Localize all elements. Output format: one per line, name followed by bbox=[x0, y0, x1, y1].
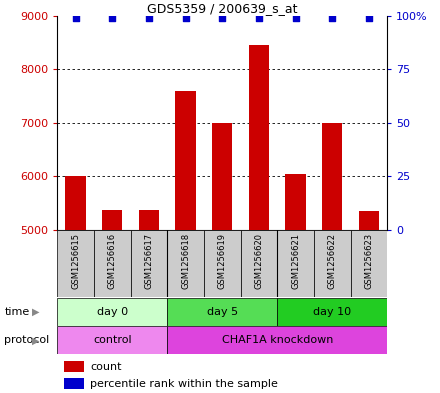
Point bbox=[182, 15, 189, 21]
Bar bbox=[277, 230, 314, 297]
Bar bbox=[57, 298, 167, 326]
Text: day 0: day 0 bbox=[97, 307, 128, 317]
Bar bbox=[204, 230, 241, 297]
Text: GSM1256616: GSM1256616 bbox=[108, 233, 117, 289]
Text: GSM1256615: GSM1256615 bbox=[71, 233, 80, 289]
Text: time: time bbox=[4, 307, 29, 317]
Bar bbox=[57, 326, 167, 354]
Bar bbox=[249, 45, 269, 230]
Text: GSM1256620: GSM1256620 bbox=[254, 233, 264, 289]
Bar bbox=[102, 209, 122, 230]
Text: GSM1256621: GSM1256621 bbox=[291, 233, 300, 289]
Point bbox=[329, 15, 336, 21]
Text: GSM1256618: GSM1256618 bbox=[181, 233, 190, 289]
Point bbox=[145, 15, 152, 21]
Bar bbox=[167, 326, 387, 354]
Text: GSM1256623: GSM1256623 bbox=[364, 233, 374, 289]
Bar bbox=[57, 230, 94, 297]
Bar bbox=[167, 230, 204, 297]
Text: ▶: ▶ bbox=[32, 307, 39, 317]
Bar bbox=[94, 230, 131, 297]
Bar bbox=[167, 298, 277, 326]
Bar bbox=[359, 211, 379, 230]
Bar bbox=[66, 176, 86, 230]
Bar bbox=[64, 378, 84, 389]
Point bbox=[292, 15, 299, 21]
Text: GSM1256617: GSM1256617 bbox=[144, 233, 154, 289]
Bar bbox=[286, 174, 306, 230]
Bar bbox=[139, 209, 159, 230]
Bar bbox=[277, 298, 387, 326]
Bar bbox=[314, 230, 351, 297]
Text: GSM1256619: GSM1256619 bbox=[218, 233, 227, 289]
Bar bbox=[131, 230, 167, 297]
Text: control: control bbox=[93, 335, 132, 345]
Text: ▶: ▶ bbox=[32, 335, 39, 345]
Text: day 5: day 5 bbox=[207, 307, 238, 317]
Text: day 10: day 10 bbox=[313, 307, 351, 317]
Text: percentile rank within the sample: percentile rank within the sample bbox=[90, 379, 278, 389]
Point bbox=[219, 15, 226, 21]
Bar bbox=[241, 230, 277, 297]
Text: protocol: protocol bbox=[4, 335, 50, 345]
Bar bbox=[176, 91, 196, 230]
Text: GSM1256622: GSM1256622 bbox=[328, 233, 337, 289]
Point bbox=[365, 15, 372, 21]
Bar bbox=[64, 361, 84, 373]
Point bbox=[72, 15, 79, 21]
Text: count: count bbox=[90, 362, 122, 372]
Bar bbox=[322, 123, 342, 230]
Title: GDS5359 / 200639_s_at: GDS5359 / 200639_s_at bbox=[147, 2, 297, 15]
Point bbox=[109, 15, 116, 21]
Bar bbox=[351, 230, 387, 297]
Text: CHAF1A knockdown: CHAF1A knockdown bbox=[221, 335, 333, 345]
Point bbox=[255, 15, 262, 21]
Bar bbox=[212, 123, 232, 230]
